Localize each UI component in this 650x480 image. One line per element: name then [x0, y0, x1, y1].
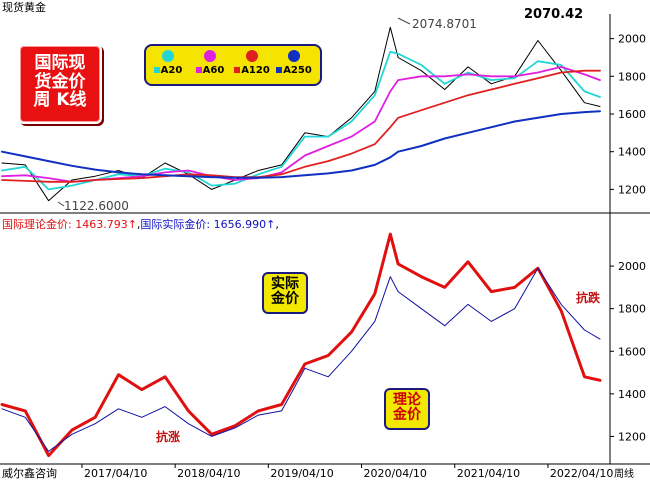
xtick-label: 2020/04/10	[364, 467, 427, 480]
lower-y-axis: 1200 1400 1600 1800 2000	[610, 260, 646, 443]
xtick-label: 2018/04/10	[177, 467, 240, 480]
upper-ytick-label: 2000	[618, 33, 646, 46]
lower-ytick-label: 1800	[618, 303, 646, 316]
footer-source: 威尔鑫咨询	[2, 466, 57, 480]
actual-price-label: 国际实际金价: 1656.990	[140, 217, 266, 231]
lower-series-1	[1, 267, 601, 452]
xtick-label: 2021/04/10	[457, 467, 520, 480]
upper-ytick-label: 1400	[618, 146, 646, 159]
lower-series-0	[0, 232, 602, 458]
theory-price-badge: 理论 金价	[384, 388, 430, 430]
theory-badge-line-1: 理论	[393, 392, 421, 408]
lower-ytick-label: 1400	[618, 388, 646, 401]
lower-ytick-label: 1600	[618, 345, 646, 358]
lower-ytick-label: 1200	[618, 430, 646, 443]
xtick-label: 2022/04/10	[550, 467, 613, 480]
theory-arrow: ↑	[128, 218, 137, 231]
rise-annotation: 抗涨	[156, 429, 180, 444]
legend-a20: A20	[148, 50, 188, 76]
title-badge: 国际现 货金价 周 K线	[18, 44, 102, 124]
actual-arrow: ↑	[266, 218, 275, 231]
high-marker-line	[397, 17, 411, 25]
upper-y-axis: 1200 1400 1600 1800 2000	[610, 33, 646, 196]
title-line-2: 货金价	[34, 71, 86, 92]
last-high-label: 2070.42	[524, 7, 583, 22]
lower-series-group	[0, 232, 602, 458]
legend-a120: A120	[232, 50, 272, 76]
lower-ytick-label: 2000	[618, 260, 646, 273]
legend-a60: A60	[190, 50, 230, 76]
xtick-label: 2017/04/10	[84, 467, 147, 480]
actual-price-badge: 实际 金价	[262, 272, 308, 314]
actual-badge-line-1: 实际	[271, 276, 299, 292]
xtick-label: 2019/04/10	[270, 467, 333, 480]
title-line-1: 国际现	[34, 53, 86, 73]
theory-badge-line-2: 金价	[393, 407, 421, 424]
fall-annotation: 抗跌	[576, 290, 601, 305]
footer-unit: 周线	[614, 467, 634, 480]
header-title: 现货黄金	[2, 0, 46, 14]
header-separator-2: ,	[275, 218, 279, 231]
x-axis-ticks: 2017/04/10 2018/04/10 2019/04/10 2020/04/10…	[81, 464, 613, 480]
header-separator: ,	[137, 218, 141, 231]
upper-series-4	[1, 110, 601, 179]
upper-series-3	[1, 69, 601, 183]
low-label: 1122.6000	[64, 199, 129, 213]
actual-badge-line-2: 金价	[271, 291, 299, 308]
lower-header: 国际理论金价: 1463.793↑,国际实际金价: 1656.990↑,	[2, 217, 279, 231]
low-marker-line	[57, 201, 65, 207]
upper-series-group	[1, 26, 601, 202]
upper-ytick-label: 1200	[618, 183, 646, 196]
legend-a250: A250	[274, 50, 314, 76]
upper-ytick-label: 1600	[618, 108, 646, 121]
title-line-3: 周 K线	[33, 90, 87, 111]
upper-ytick-label: 1800	[618, 70, 646, 83]
ma-legend: A20 A60 A120 A250	[144, 44, 322, 86]
theory-price-label: 国际理论金价: 1463.793	[2, 217, 128, 231]
upper-series-1	[1, 50, 601, 191]
high-label: 2074.8701	[412, 17, 477, 31]
